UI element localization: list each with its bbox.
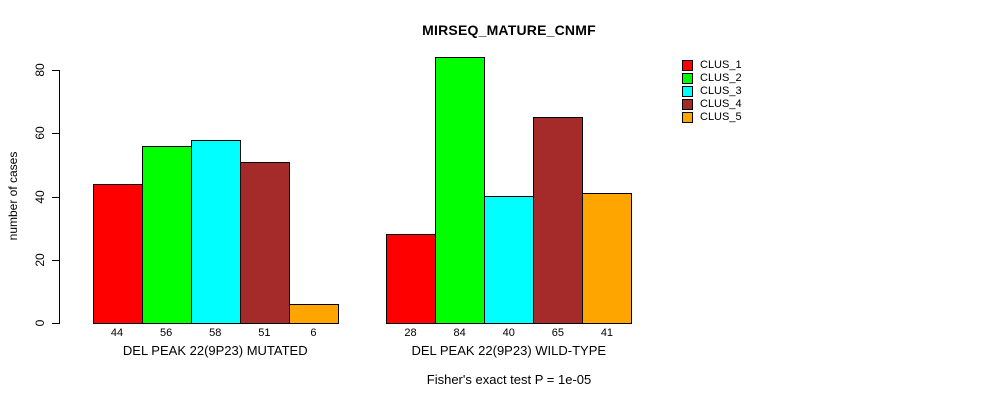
y-tick-label: 0 [33, 319, 47, 327]
bar-clus_1 [386, 234, 437, 324]
legend-item-clus_5: CLUS_5 [682, 112, 742, 123]
bar-value-label: 40 [502, 327, 515, 339]
y-tick [52, 259, 59, 261]
legend-swatch-icon [682, 112, 693, 123]
legend-item-clus_4: CLUS_4 [682, 99, 742, 110]
bar-value-label: 41 [600, 327, 614, 339]
bar-value-label: 51 [258, 327, 271, 339]
legend-swatch-icon [682, 86, 693, 97]
y-tick-label: 60 [33, 126, 47, 140]
bar-clus_2 [435, 57, 486, 324]
chart-title: MIRSEQ_MATURE_CNMF [422, 22, 596, 38]
legend-label: CLUS_2 [700, 72, 742, 84]
bar-clus_2 [141, 146, 192, 324]
bar-clus_4 [533, 117, 584, 324]
y-tick-label: 80 [33, 63, 47, 77]
y-tick [52, 323, 59, 324]
bar-clus_1 [92, 184, 143, 324]
legend: CLUS_1 CLUS_2 CLUS_3 CLUS_4 CLUS_5 [682, 60, 742, 123]
legend-item-clus_1: CLUS_1 [682, 60, 742, 71]
bar-clus_5 [288, 304, 339, 324]
y-tick-label: 40 [33, 189, 47, 204]
legend-item-clus_2: CLUS_2 [682, 73, 742, 84]
y-axis-line [59, 70, 60, 324]
bar-clus_3 [190, 140, 241, 324]
legend-swatch-icon [682, 99, 693, 110]
legend-swatch-icon [682, 73, 693, 84]
bar-value-label: 84 [453, 327, 466, 339]
legend-label: CLUS_3 [700, 85, 742, 97]
y-axis-label: number of cases [6, 151, 20, 241]
group-axis-label: DEL PEAK 22(9P23) MUTATED [122, 343, 308, 358]
y-tick-label: 20 [33, 253, 47, 267]
fisher-test-note: Fisher's exact test P = 1e-05 [426, 372, 592, 387]
legend-swatch-icon [682, 60, 693, 71]
bar-value-label: 58 [209, 327, 222, 339]
group-axis-label: DEL PEAK 22(9P23) WILD-TYPE [411, 343, 607, 358]
bar-value-label: 44 [110, 327, 124, 339]
y-tick [52, 133, 59, 135]
bar-clus_5 [582, 193, 633, 324]
bar-clus_4 [239, 162, 290, 324]
y-tick [52, 196, 59, 198]
bar-value-label: 65 [551, 327, 564, 339]
bar-clus_3 [484, 196, 535, 324]
bar-value-label: 6 [310, 327, 317, 339]
bar-value-label: 28 [404, 327, 417, 339]
y-tick [52, 70, 59, 71]
legend-label: CLUS_1 [700, 59, 742, 71]
legend-label: CLUS_5 [700, 111, 742, 123]
bar-value-label: 56 [160, 327, 173, 339]
legend-item-clus_3: CLUS_3 [682, 86, 742, 97]
legend-label: CLUS_4 [700, 98, 742, 110]
